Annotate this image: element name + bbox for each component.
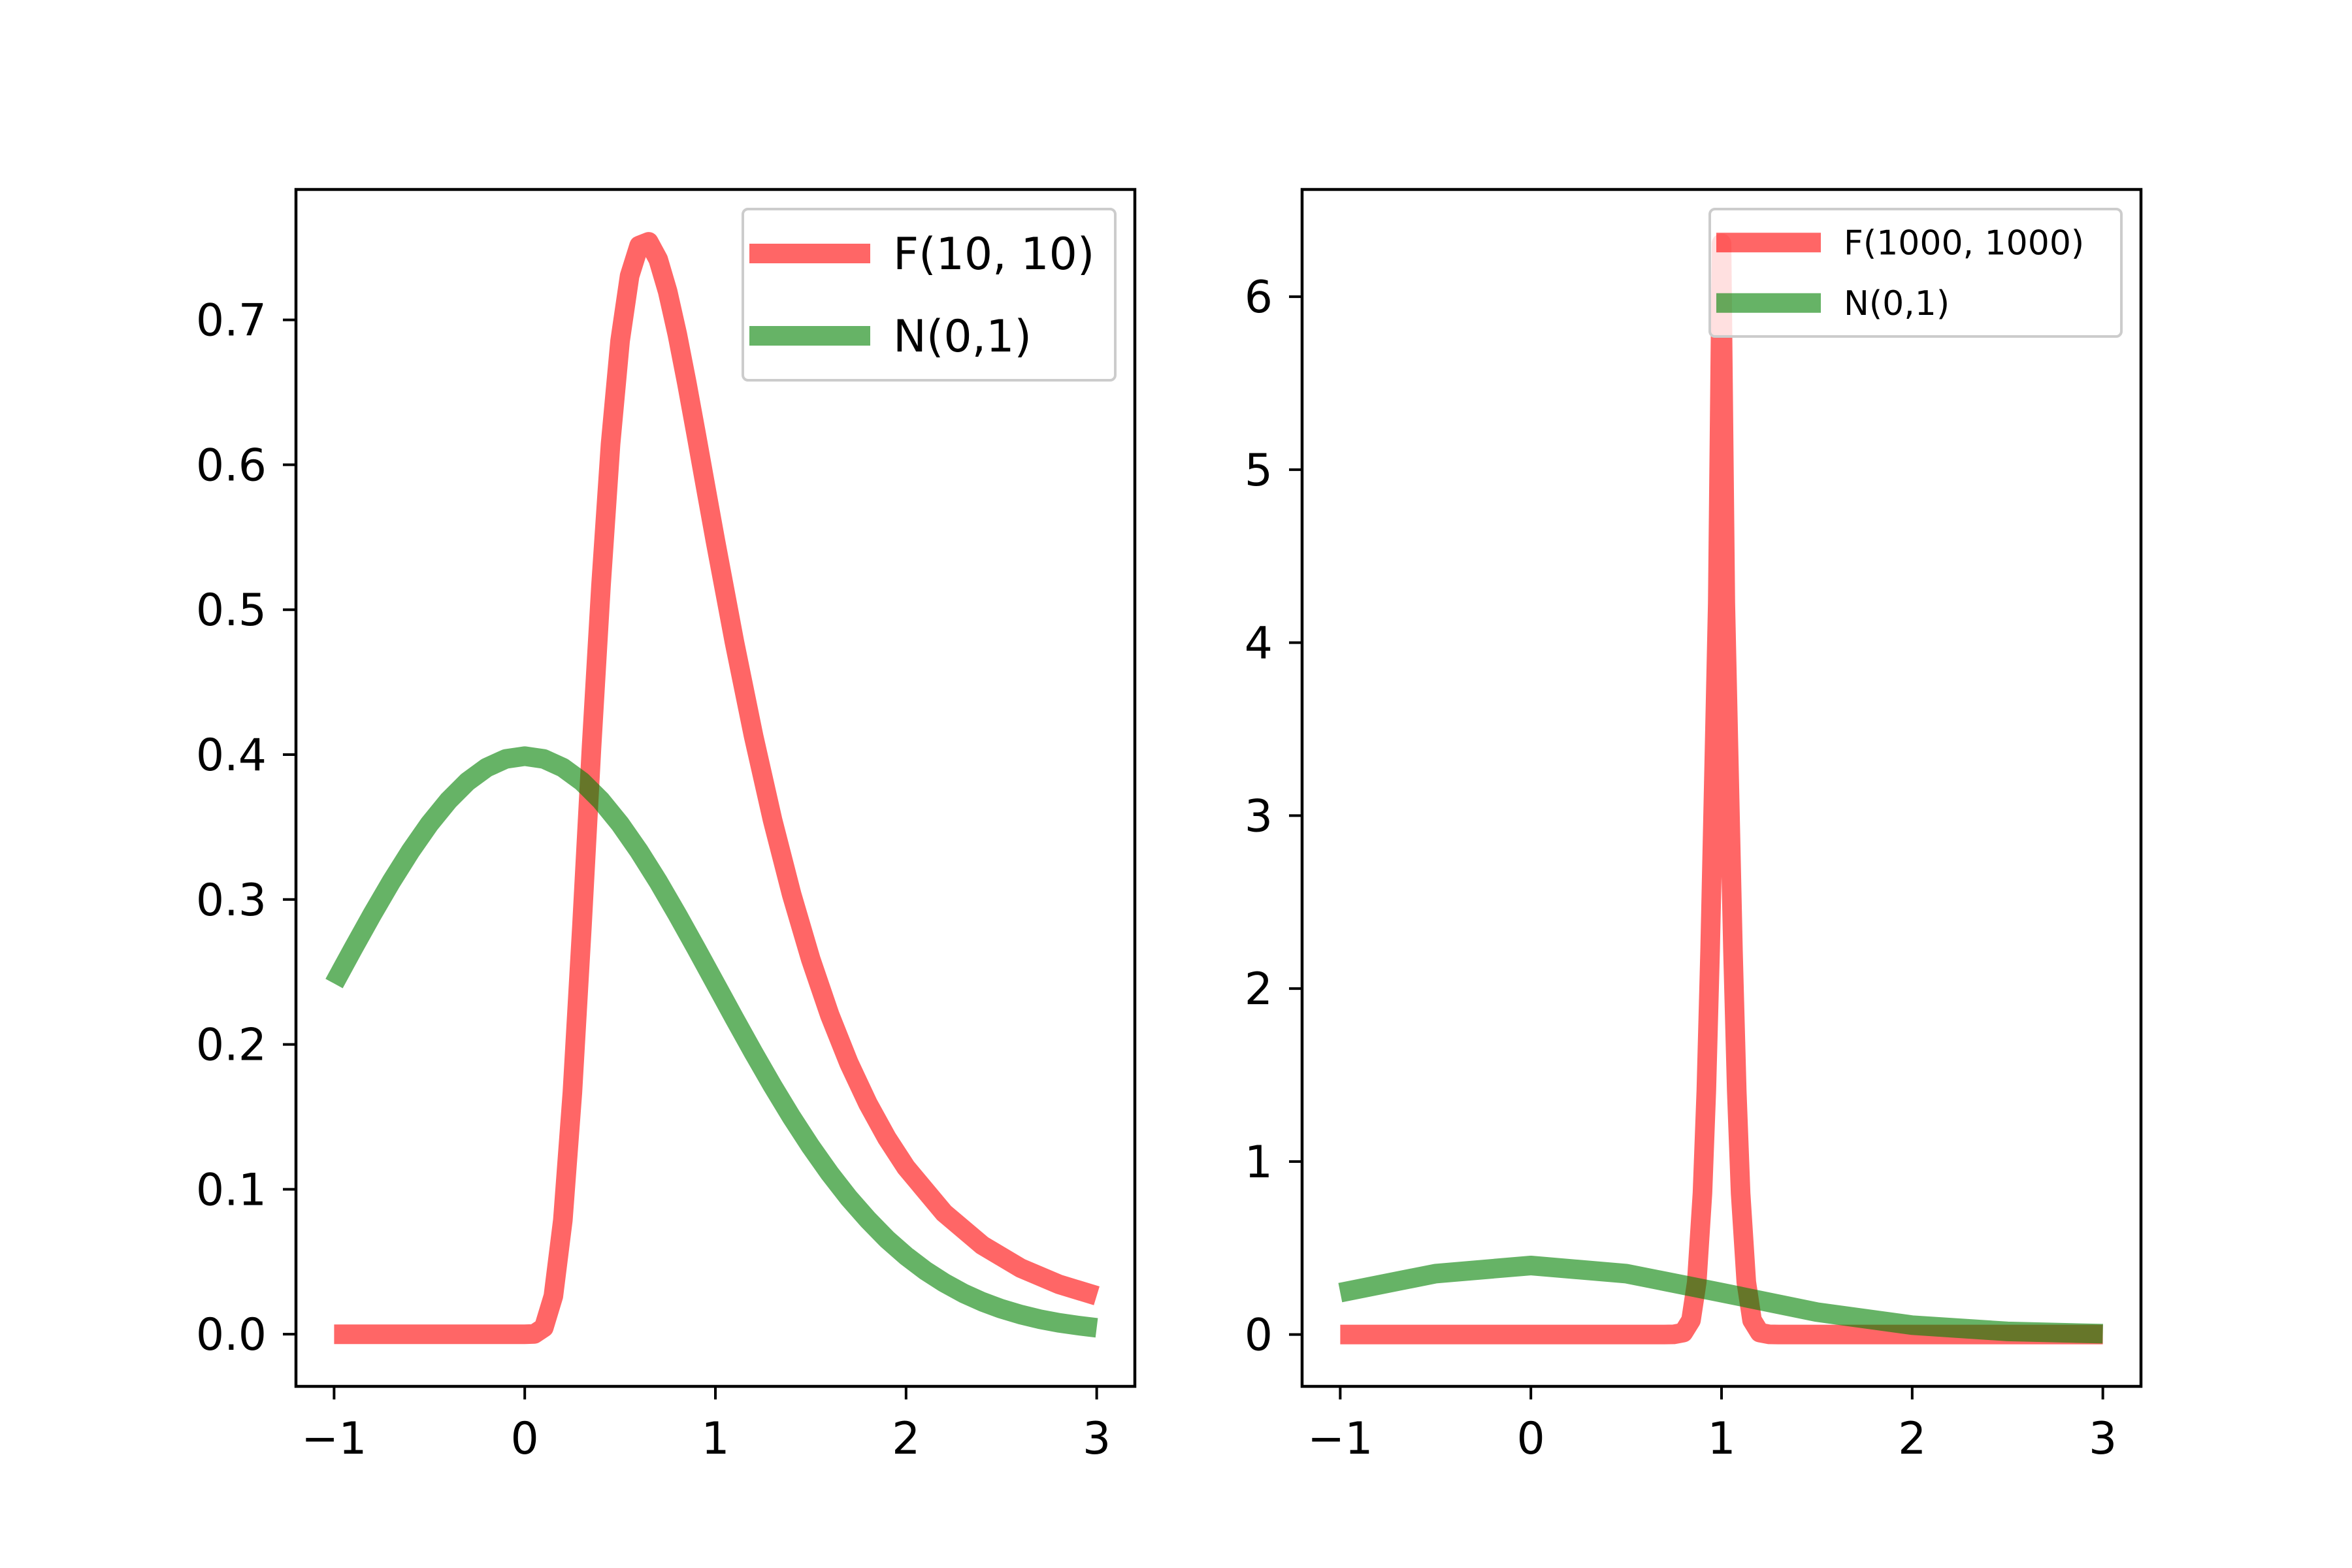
y-tick-label: 0.4 xyxy=(196,730,267,781)
y-tick-label: 6 xyxy=(1245,272,1273,323)
x-tick-label: 1 xyxy=(1707,1413,1735,1465)
legend-label: N(0,1) xyxy=(893,311,1032,363)
y-tick-label: 5 xyxy=(1245,445,1273,497)
y-tick-label: 2 xyxy=(1245,964,1273,1015)
x-tick-label: 3 xyxy=(1083,1413,1111,1465)
x-tick-label: 2 xyxy=(892,1413,920,1465)
y-tick-label: 0.7 xyxy=(196,295,267,347)
legend-label: F(10, 10) xyxy=(893,229,1094,280)
x-tick-label: 3 xyxy=(2089,1413,2117,1465)
x-tick-label: 2 xyxy=(1898,1413,1926,1465)
y-tick-label: 0.1 xyxy=(196,1164,267,1216)
plot-area xyxy=(325,232,1100,1345)
x-tick-label: 0 xyxy=(511,1413,539,1465)
y-tick-label: 0 xyxy=(1245,1310,1273,1362)
x-tick-label: 0 xyxy=(1517,1413,1545,1465)
series-line-n-0-1 xyxy=(325,746,1098,1338)
y-tick-label: 0.2 xyxy=(196,1020,267,1071)
legend: F(10, 10) N(0,1) xyxy=(742,208,1117,382)
y-tick-label: 0.0 xyxy=(196,1309,267,1361)
x-tick-label: 1 xyxy=(701,1413,729,1465)
x-tick-label: −1 xyxy=(1307,1413,1373,1465)
y-tick-label: 0.3 xyxy=(196,875,267,926)
left-subplot: −1 0 1 2 3 0.0 0.1 0.2 0.3 0.4 0.5 0.6 0.7 F(10, 10) N… xyxy=(196,188,1137,1465)
right-subplot: −1 0 1 2 3 0 1 2 3 4 5 6 F(1000, 1000) N(0,1) xyxy=(1245,188,2143,1465)
series-line-f-10-10 xyxy=(334,232,1100,1345)
legend-label: N(0,1) xyxy=(1844,284,1950,323)
y-tick-label: 3 xyxy=(1245,791,1273,842)
legend: F(1000, 1000) N(0,1) xyxy=(1708,208,2123,338)
y-tick-label: 0.6 xyxy=(196,440,267,491)
y-tick-label: 0.5 xyxy=(196,585,267,636)
y-tick-label: 4 xyxy=(1245,618,1273,670)
x-tick-label: −1 xyxy=(301,1413,367,1465)
legend-label: F(1000, 1000) xyxy=(1844,223,2084,263)
y-tick-label: 1 xyxy=(1245,1137,1273,1188)
series-line-n-0-1 xyxy=(1338,1256,2103,1344)
